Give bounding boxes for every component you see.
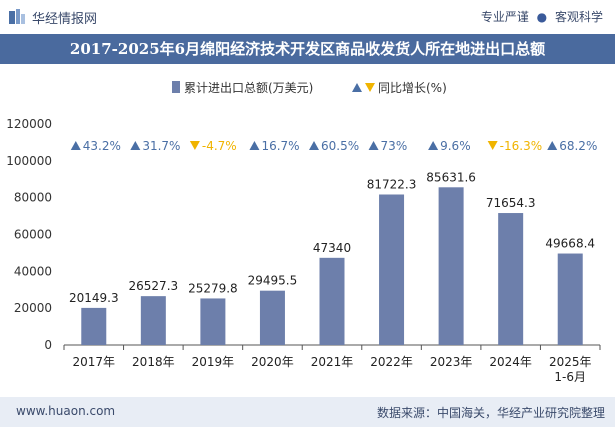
- footer-source: 数据来源：中国海关，华经产业研究院整理: [376, 406, 605, 420]
- y-tick-label: 100000: [6, 154, 52, 168]
- x-tick-label: 2021年: [311, 355, 354, 369]
- growth-label: 60.5%: [321, 139, 359, 153]
- title-bar: 2017-2025年6月绵阳经济技术开发区商品收发货人所在地进出口总额: [0, 34, 615, 64]
- bar-value-label: 20149.3: [69, 291, 119, 305]
- bar: [557, 253, 583, 345]
- x-tick-label: 2017年: [73, 355, 116, 369]
- y-tick-label: 40000: [14, 264, 52, 278]
- growth-up-triangle-icon: [249, 141, 260, 150]
- slogan-tag-2: 客观科学: [554, 10, 603, 24]
- growth-label: 43.2%: [83, 139, 121, 153]
- y-tick-label: 0: [44, 338, 52, 352]
- growth-up-triangle-icon: [368, 141, 379, 150]
- x-tick-label: 2025年: [549, 355, 592, 369]
- growth-label: 16.7%: [261, 139, 299, 153]
- bar: [379, 194, 405, 345]
- bar-value-label: 81722.3: [367, 177, 417, 191]
- growth-label: 73%: [381, 139, 408, 153]
- growth-up-triangle-icon: [309, 141, 319, 150]
- legend-down-triangle-icon: [365, 83, 375, 92]
- bar-value-label: 25279.8: [188, 281, 238, 295]
- bar: [498, 213, 524, 345]
- bar: [319, 257, 345, 345]
- legend-growth-label: 同比增长(%): [378, 81, 447, 95]
- bar-value-label: 49668.4: [545, 237, 595, 251]
- bar: [200, 298, 226, 345]
- y-tick-label: 20000: [14, 301, 52, 315]
- growth-label: 68.2%: [559, 139, 597, 153]
- x-tick-label: 1-6月: [554, 370, 586, 384]
- growth-down-triangle-icon: [189, 141, 200, 150]
- bar-value-label: 71654.3: [486, 196, 536, 210]
- slogan: 专业严谨 ● 客观科学: [481, 8, 603, 25]
- growth-label: 31.7%: [142, 139, 180, 153]
- logo-icon: [9, 9, 25, 24]
- growth-label: -4.7%: [202, 139, 237, 153]
- growth-down-triangle-icon: [487, 141, 498, 150]
- bar: [81, 307, 107, 345]
- bar-value-label: 47340: [313, 241, 351, 255]
- legend-bar-label: 累计进出口总额(万美元): [184, 81, 313, 95]
- slogan-tag-1: 专业严谨: [480, 10, 529, 24]
- bar-value-label: 29495.5: [248, 274, 298, 288]
- bar: [259, 290, 285, 345]
- bar: [140, 296, 166, 345]
- growth-up-triangle-icon: [130, 141, 141, 150]
- footer-bar: www.huaon.com 数据来源：中国海关，华经产业研究院整理: [0, 397, 615, 427]
- bar: [438, 187, 464, 345]
- footer-website: www.huaon.com: [16, 404, 116, 418]
- growth-up-triangle-icon: [70, 141, 81, 150]
- legend-up-triangle-icon: [352, 83, 362, 92]
- bar-value-label: 26527.3: [129, 279, 179, 293]
- growth-label: 9.6%: [440, 139, 471, 153]
- x-tick-label: 2019年: [192, 355, 235, 369]
- x-tick-label: 2024年: [489, 355, 532, 369]
- brand-name: 华经情报网: [32, 12, 98, 27]
- x-tick-label: 2018年: [132, 355, 175, 369]
- growth-up-triangle-icon: [428, 141, 439, 150]
- x-tick-label: 2023年: [430, 355, 473, 369]
- x-tick-label: 2020年: [251, 355, 294, 369]
- x-tick-label: 2022年: [370, 355, 413, 369]
- y-tick-label: 60000: [14, 228, 52, 242]
- y-tick-label: 120000: [6, 117, 52, 131]
- top-bar: 华经情报网 专业严谨 ● 客观科学: [0, 0, 615, 34]
- chart-title: 2017-2025年6月绵阳经济技术开发区商品收发货人所在地进出口总额: [69, 40, 546, 58]
- growth-label: -16.3%: [500, 139, 542, 153]
- bar-value-label: 85631.6: [426, 170, 476, 184]
- slogan-separator: ●: [536, 10, 548, 24]
- legend-bar-swatch: [172, 81, 180, 93]
- bar-chart: 累计进出口总额(万美元) 同比增长(%) 0 20000 40000 60000 80000…: [6, 81, 601, 384]
- growth-up-triangle-icon: [547, 141, 558, 150]
- y-tick-label: 80000: [14, 191, 52, 205]
